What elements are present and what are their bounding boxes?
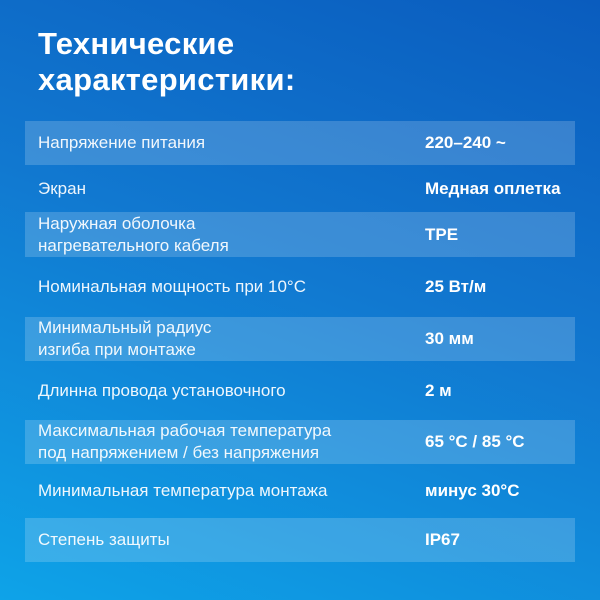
spec-row-voltage: Напряжение питания 220–240 ~ [25, 121, 575, 165]
spec-value: 2 м [425, 380, 452, 400]
page-title: Технические характеристики: [38, 26, 296, 97]
spec-label: Номинальная мощность при 10°С [38, 277, 307, 296]
spec-row-cold-lead-length: Длинна провода установочного 2 м [25, 361, 575, 420]
spec-row-outer-sheath: Наружная оболочка нагревательного кабеля… [25, 212, 575, 257]
spec-table: Напряжение питания 220–240 ~ Экран Медна… [25, 121, 575, 562]
spec-row-min-install-temp: Минимальная температура монтажа минус 30… [25, 464, 575, 518]
spec-label: Экран [38, 178, 86, 198]
spec-value: TPE [425, 224, 459, 244]
spec-row-protection-rating: Степень защиты IP67 [25, 518, 575, 562]
spec-value: минус 30°С [425, 481, 520, 500]
spec-value: 220–240 ~ [425, 133, 506, 152]
spec-row-nominal-power: Номинальная мощность при 10°С 25 Вт/м [25, 257, 575, 317]
spec-label: Максимальная рабочая температура под нап… [38, 421, 332, 462]
spec-value: 65 °С / 85 °С [425, 432, 525, 451]
spec-label: Минимальная температура монтажа [38, 481, 328, 500]
spec-row-shield: Экран Медная оплетка [25, 165, 575, 212]
spec-value: 25 Вт/м [425, 277, 487, 296]
spec-row-max-working-temp: Максимальная рабочая температура под нап… [25, 420, 575, 464]
spec-row-bend-radius: Минимальный радиус изгиба при монтаже 30… [25, 317, 575, 361]
spec-value: 30 мм [425, 329, 474, 348]
spec-value: IP67 [425, 530, 460, 549]
spec-value: Медная оплетка [425, 178, 561, 198]
spec-label: Наружная оболочка нагревательного кабеля [38, 213, 229, 255]
spec-label: Степень защиты [38, 530, 170, 549]
spec-label: Напряжение питания [38, 133, 206, 152]
spec-label: Минимальный радиус изгиба при монтаже [38, 318, 212, 359]
spec-label: Длинна провода установочного [38, 380, 286, 400]
